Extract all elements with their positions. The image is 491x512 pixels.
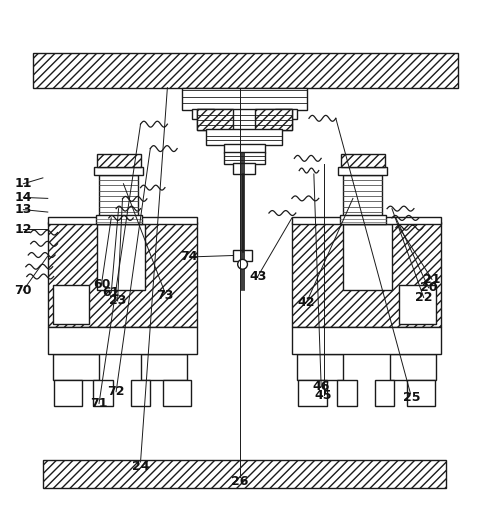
- Text: 21: 21: [423, 273, 441, 286]
- Bar: [341, 155, 384, 166]
- Bar: [206, 129, 282, 145]
- Bar: [53, 285, 89, 324]
- Text: 73: 73: [156, 289, 174, 302]
- Text: 60: 60: [93, 278, 110, 291]
- Bar: [297, 354, 343, 380]
- Bar: [343, 224, 392, 290]
- Bar: [182, 88, 306, 110]
- Text: 24: 24: [132, 460, 149, 474]
- Bar: [48, 327, 197, 354]
- Bar: [399, 285, 436, 324]
- Bar: [94, 166, 143, 176]
- Text: 11: 11: [15, 177, 32, 190]
- Text: 14: 14: [15, 191, 32, 204]
- Text: 61: 61: [103, 286, 120, 299]
- Text: 13: 13: [15, 203, 32, 216]
- Bar: [343, 176, 382, 217]
- Bar: [48, 222, 197, 327]
- Text: 20: 20: [420, 281, 437, 294]
- Bar: [223, 153, 265, 164]
- Bar: [54, 379, 82, 407]
- Text: 70: 70: [15, 284, 32, 296]
- Bar: [233, 250, 252, 261]
- Text: 74: 74: [181, 250, 198, 264]
- Bar: [99, 176, 138, 217]
- Bar: [337, 379, 357, 407]
- Bar: [223, 144, 265, 154]
- Bar: [140, 354, 187, 380]
- Bar: [48, 217, 197, 224]
- Text: 23: 23: [109, 294, 126, 307]
- Bar: [192, 109, 214, 119]
- Bar: [33, 53, 458, 88]
- Text: 22: 22: [415, 291, 433, 304]
- Bar: [97, 155, 140, 166]
- Bar: [292, 327, 441, 354]
- Text: 72: 72: [108, 385, 125, 398]
- Bar: [389, 354, 436, 380]
- Bar: [97, 224, 145, 290]
- Bar: [43, 460, 446, 488]
- Bar: [338, 166, 387, 176]
- Text: 25: 25: [403, 391, 420, 404]
- Bar: [292, 222, 441, 327]
- Text: 42: 42: [298, 296, 315, 309]
- Bar: [298, 379, 327, 407]
- Text: 43: 43: [249, 270, 267, 283]
- Text: 26: 26: [231, 475, 248, 488]
- Bar: [292, 217, 441, 224]
- Bar: [96, 216, 142, 224]
- Bar: [131, 379, 150, 407]
- Circle shape: [238, 260, 247, 269]
- Bar: [197, 109, 233, 130]
- Text: 12: 12: [15, 223, 32, 236]
- Text: 71: 71: [90, 397, 108, 410]
- Bar: [375, 379, 394, 407]
- Bar: [233, 163, 255, 174]
- Text: 46: 46: [312, 380, 330, 393]
- Bar: [163, 379, 191, 407]
- Bar: [197, 109, 292, 130]
- Bar: [53, 354, 99, 380]
- Text: 45: 45: [315, 389, 332, 401]
- Bar: [340, 216, 386, 224]
- Bar: [255, 109, 292, 130]
- Bar: [93, 379, 113, 407]
- Bar: [407, 379, 435, 407]
- Bar: [275, 109, 297, 119]
